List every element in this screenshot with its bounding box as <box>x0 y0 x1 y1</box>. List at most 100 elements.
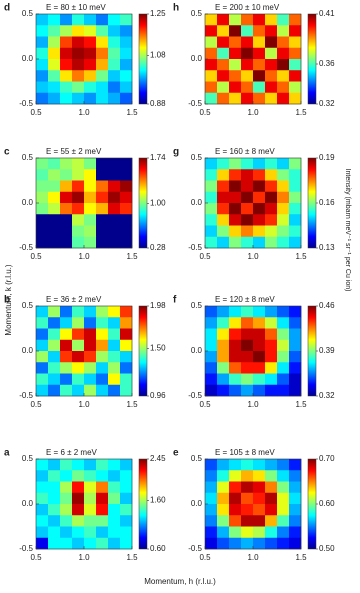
heatmap-cell <box>96 81 109 94</box>
heatmap-cell <box>277 25 290 37</box>
heatmap-cell <box>205 526 218 539</box>
colorbar <box>307 458 317 550</box>
heatmap-cell <box>241 317 254 329</box>
heatmap-cell <box>289 236 302 249</box>
heatmap-cell <box>108 328 121 341</box>
colorbar-tick-label: 0.32 <box>319 99 335 108</box>
heatmap-cell <box>36 515 49 527</box>
heatmap-cell <box>253 492 266 505</box>
colorbar-tick-label: 1.60 <box>150 495 166 504</box>
heatmap-cell <box>217 470 230 482</box>
heatmap-cell <box>96 306 109 318</box>
heatmap-cell <box>289 191 302 204</box>
heatmap-cell <box>229 328 242 341</box>
heatmap-cell <box>265 59 278 71</box>
panel-label: d <box>4 3 10 14</box>
colorbar-tick-label: 1.50 <box>150 343 166 352</box>
heatmap-cell <box>60 191 73 204</box>
heatmap-cell <box>84 504 97 516</box>
colorbar-tick-label: 1.00 <box>150 199 166 208</box>
heatmap-cell <box>60 306 73 318</box>
heatmap-cell <box>84 169 97 181</box>
heatmap-cell <box>229 81 242 94</box>
heatmap-cell <box>72 25 85 37</box>
heatmap-cell <box>217 203 230 215</box>
heatmap-cell <box>217 384 230 397</box>
heatmap-cell <box>277 339 290 352</box>
heatmap-cell <box>120 169 133 181</box>
heatmap-cell <box>96 236 109 249</box>
heatmap-cell <box>289 459 302 471</box>
panel-title: E = 200 ± 10 meV <box>215 3 280 12</box>
heatmap-cell <box>48 459 61 471</box>
heatmap-cell <box>217 526 230 539</box>
heatmap-cell <box>84 14 97 26</box>
heatmap-cell <box>205 317 218 329</box>
heatmap-cell <box>48 169 61 181</box>
heatmap-cell <box>96 459 109 471</box>
heatmap-cell <box>108 59 121 71</box>
heatmap-cell <box>253 203 266 215</box>
panel-title: E = 120 ± 8 meV <box>215 295 275 304</box>
y-tick-label: 0.0 <box>22 346 34 355</box>
heatmap-cell <box>217 169 230 181</box>
heatmap-cell <box>241 328 254 341</box>
heatmap-cell <box>108 180 121 193</box>
heatmap-cell <box>265 317 278 329</box>
heatmap-cell <box>108 515 121 527</box>
y-tick-label: 0.0 <box>191 198 203 207</box>
heatmap-cell <box>229 191 242 204</box>
heatmap-cell <box>72 236 85 249</box>
y-tick-label: 0.0 <box>22 499 34 508</box>
x-tick-label: 0.5 <box>30 108 42 117</box>
heatmap-cell <box>48 317 61 329</box>
heatmap-cell <box>241 306 254 318</box>
heatmap-cell <box>72 373 85 386</box>
heatmap-cell <box>205 515 218 527</box>
heatmap-cell <box>241 384 254 397</box>
heatmap-cell <box>60 92 73 105</box>
heatmap-cell <box>289 515 302 527</box>
heatmap-cell <box>84 180 97 193</box>
heatmap-cell <box>72 470 85 482</box>
heatmap-cell <box>60 225 73 238</box>
heatmap-cell <box>253 537 266 550</box>
heatmap-cell <box>36 492 49 505</box>
heatmap-cell <box>217 180 230 193</box>
heatmap-cell <box>241 236 254 249</box>
heatmap-cell <box>48 526 61 539</box>
heatmap-cell <box>48 481 61 494</box>
heatmap-cell <box>289 317 302 329</box>
heatmap-cell <box>36 81 49 94</box>
heatmap-cell <box>120 203 133 215</box>
heatmap-cell <box>241 14 254 26</box>
heatmap-cell <box>241 351 254 363</box>
heatmap-cell <box>241 81 254 94</box>
heatmap-cell <box>108 214 121 226</box>
x-tick-label: 0.5 <box>30 252 42 261</box>
heatmap-cell <box>120 59 133 71</box>
heatmap-cell <box>217 70 230 82</box>
heatmap-cell <box>108 492 121 505</box>
heatmap-cell <box>229 537 242 550</box>
heatmap-cell <box>108 537 121 550</box>
heatmap-cell <box>108 70 121 82</box>
y-tick-label: 0.0 <box>191 499 203 508</box>
heatmap-cell <box>48 25 61 37</box>
colorbar-tick-label: 0.13 <box>319 243 335 252</box>
heatmap-cell <box>48 515 61 527</box>
heatmap-cell <box>84 537 97 550</box>
y-tick-label: 0.5 <box>22 153 34 162</box>
colorbar <box>307 157 317 249</box>
heatmap-cell <box>265 470 278 482</box>
x-tick-label: 1.0 <box>78 400 90 409</box>
heatmap-cell <box>205 180 218 193</box>
panel-label: a <box>4 448 10 459</box>
heatmap-cell <box>60 180 73 193</box>
heatmap-cell <box>277 92 290 105</box>
heatmap-cell <box>48 191 61 204</box>
heatmap-cell <box>108 191 121 204</box>
heatmap-cell <box>36 92 49 105</box>
heatmap-cell <box>205 470 218 482</box>
heatmap-cell <box>48 36 61 49</box>
